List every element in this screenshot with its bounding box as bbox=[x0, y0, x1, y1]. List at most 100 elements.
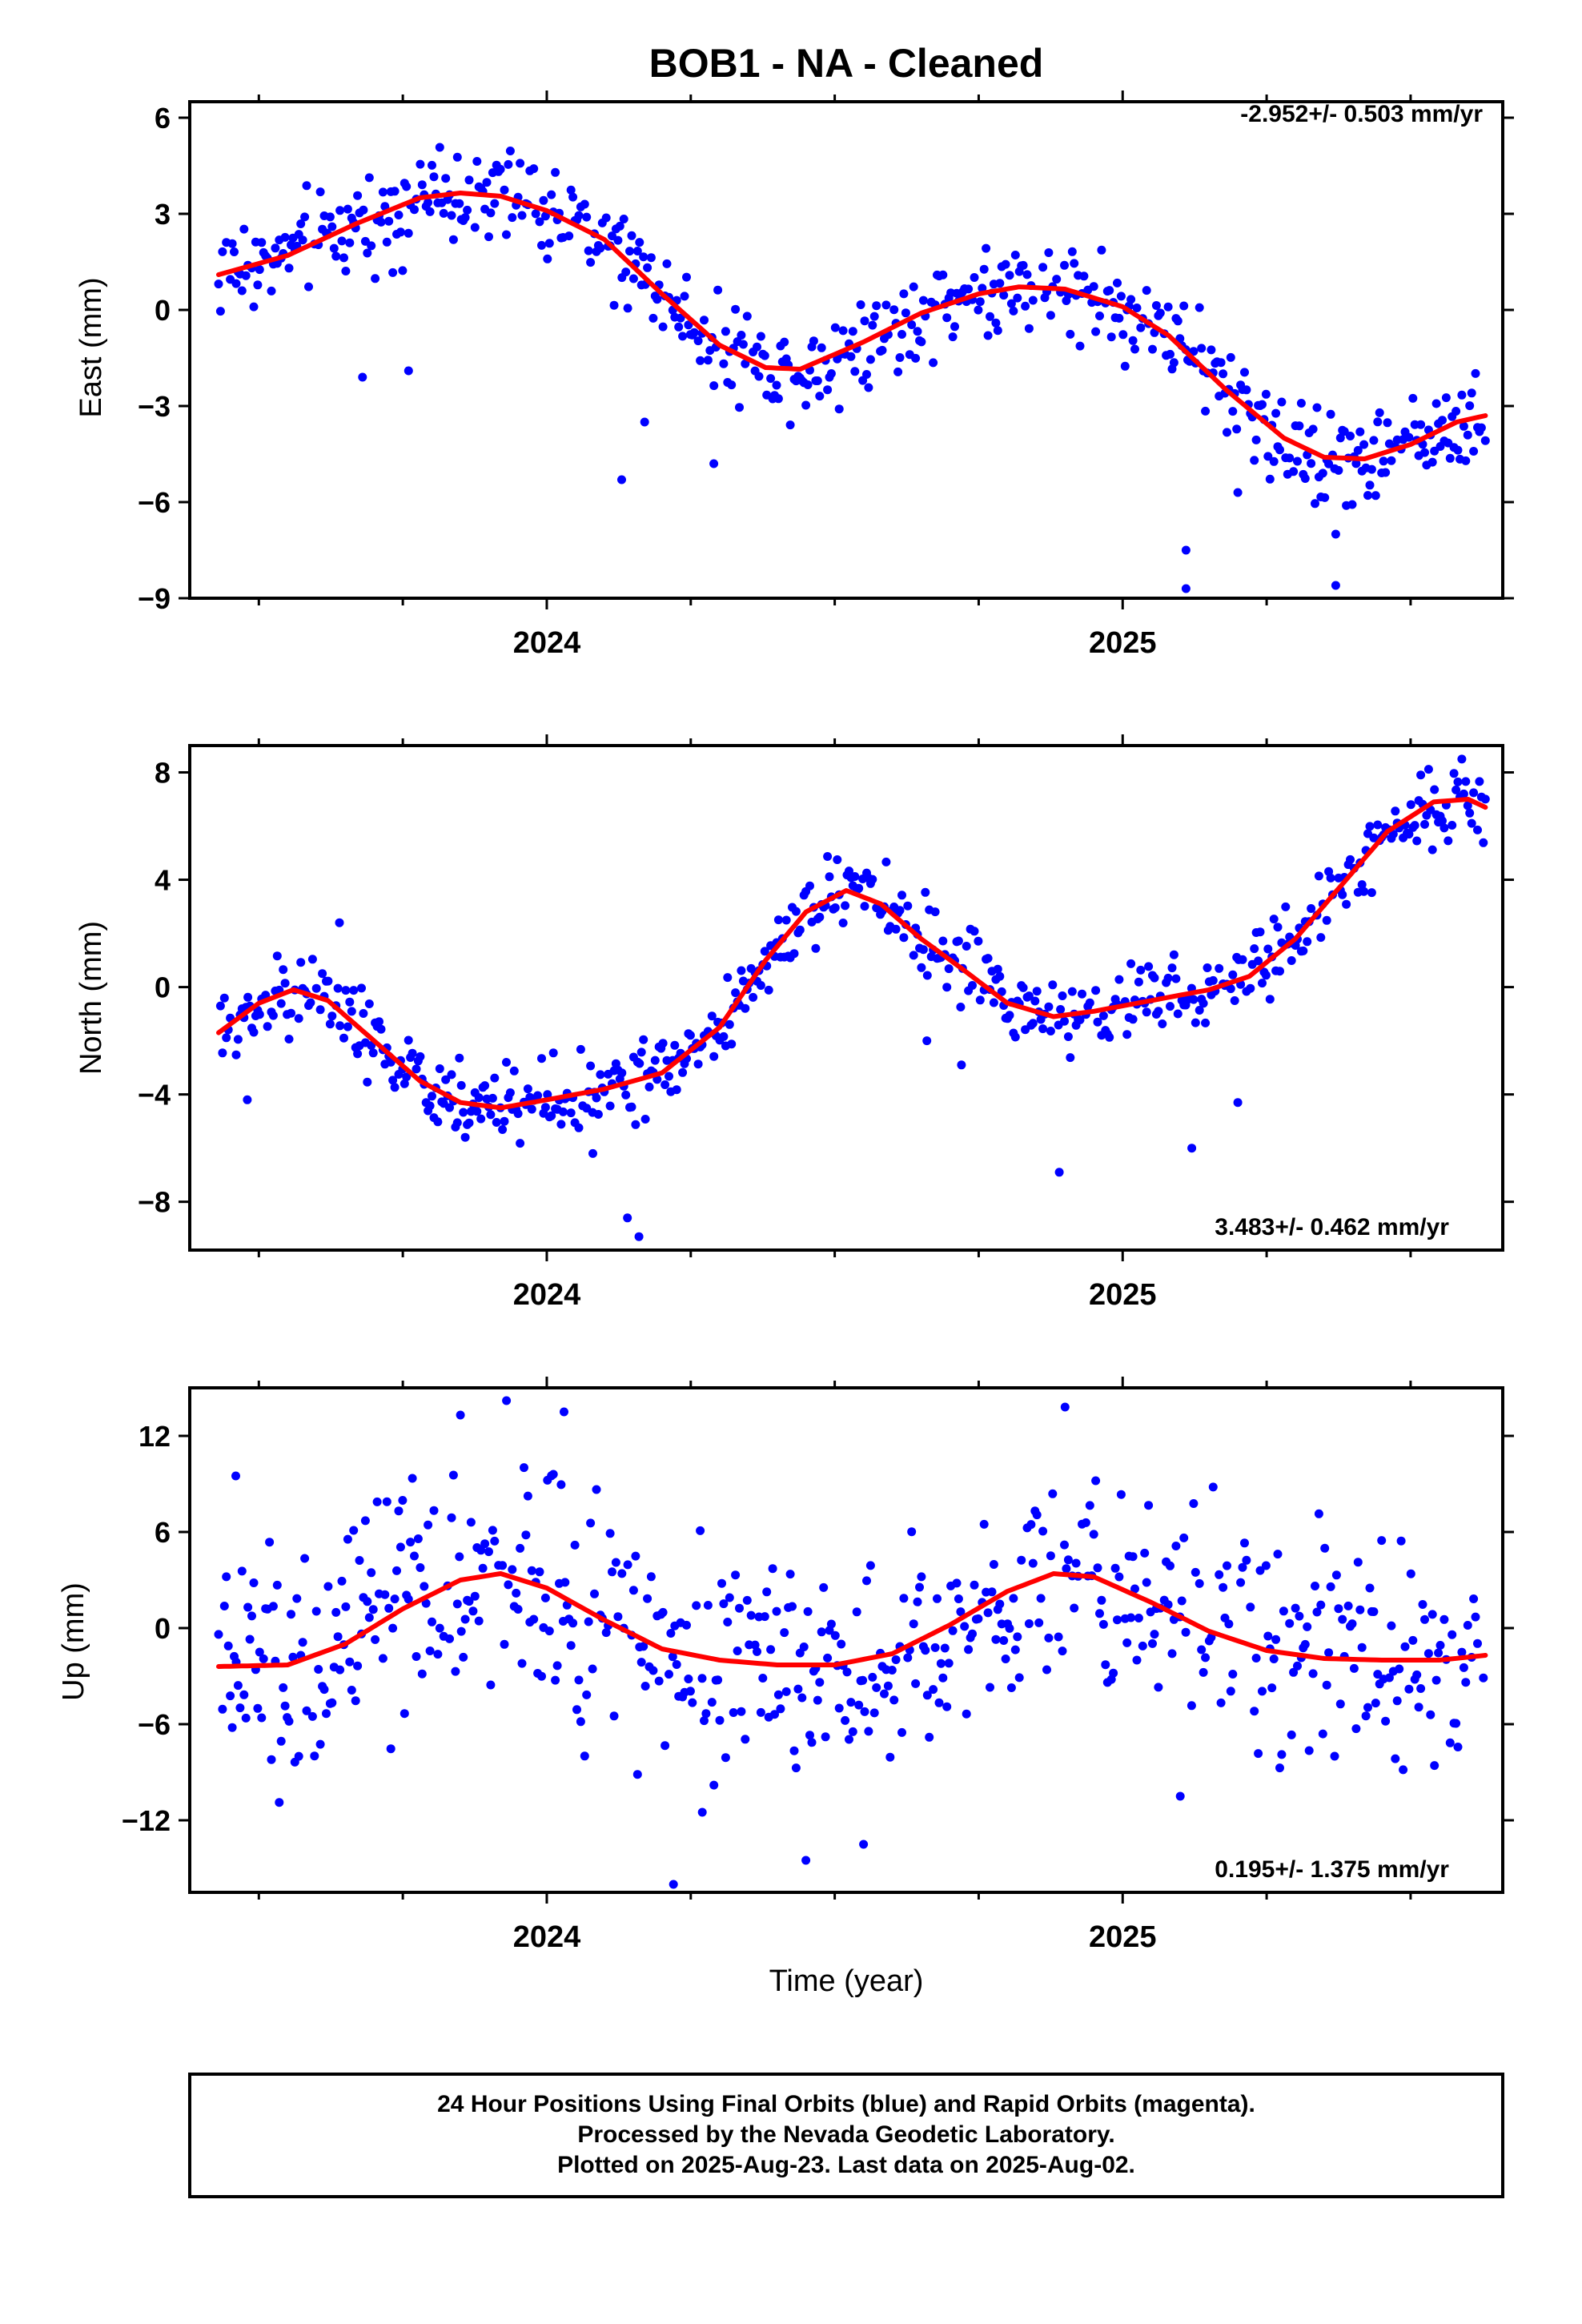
data-point bbox=[508, 1565, 517, 1574]
data-point bbox=[1144, 1501, 1154, 1510]
data-point bbox=[1338, 1614, 1347, 1624]
data-point bbox=[1066, 1053, 1075, 1063]
data-point bbox=[498, 1125, 508, 1134]
data-point bbox=[795, 925, 805, 935]
data-point bbox=[632, 1770, 642, 1779]
data-point bbox=[1034, 1618, 1044, 1627]
data-point bbox=[801, 400, 811, 410]
panel-east: East (mm) 6 3 0 −3 −6 −9 2024 2025 -2.95… bbox=[74, 90, 1514, 660]
data-point bbox=[1371, 491, 1380, 501]
data-point bbox=[930, 1642, 940, 1652]
data-point bbox=[227, 1723, 237, 1732]
data-point bbox=[1010, 1645, 1020, 1655]
data-point bbox=[1207, 345, 1216, 355]
data-point bbox=[921, 1646, 930, 1655]
data-point bbox=[1208, 975, 1218, 985]
data-point bbox=[646, 1572, 656, 1582]
data-point bbox=[1098, 1011, 1108, 1020]
data-point bbox=[307, 1711, 317, 1721]
data-point bbox=[1384, 1673, 1394, 1683]
data-point bbox=[516, 159, 525, 168]
data-point bbox=[1142, 1007, 1151, 1017]
data-point bbox=[268, 1602, 278, 1611]
data-point bbox=[367, 1568, 376, 1578]
data-point bbox=[989, 1560, 998, 1569]
data-point bbox=[1316, 1600, 1326, 1610]
data-point bbox=[1056, 1005, 1066, 1014]
data-point bbox=[488, 1526, 497, 1535]
data-point bbox=[413, 1534, 423, 1543]
data-point bbox=[547, 1111, 556, 1120]
data-point bbox=[364, 173, 374, 183]
data-point bbox=[552, 1661, 562, 1671]
data-point bbox=[1369, 436, 1379, 445]
data-point bbox=[1148, 1638, 1157, 1648]
data-point bbox=[580, 1751, 589, 1761]
data-point bbox=[1420, 448, 1429, 457]
data-point bbox=[700, 316, 709, 325]
data-point bbox=[1228, 970, 1238, 979]
data-point bbox=[1048, 1489, 1058, 1498]
data-point bbox=[516, 1543, 525, 1553]
data-point bbox=[697, 1674, 707, 1683]
data-point bbox=[670, 1040, 680, 1050]
data-point bbox=[243, 992, 253, 1002]
data-point bbox=[523, 1491, 532, 1501]
data-point bbox=[1277, 1750, 1287, 1759]
data-point bbox=[265, 1538, 275, 1547]
data-point bbox=[707, 1698, 717, 1707]
data-point bbox=[1258, 979, 1267, 988]
data-point bbox=[424, 1520, 433, 1530]
data-point bbox=[359, 205, 368, 215]
data-point bbox=[1036, 1594, 1046, 1603]
data-point bbox=[327, 1011, 337, 1021]
data-point bbox=[280, 979, 290, 988]
data-point bbox=[944, 964, 954, 974]
data-point bbox=[729, 1708, 738, 1717]
data-point bbox=[1113, 278, 1122, 287]
data-point bbox=[345, 997, 355, 1007]
data-point bbox=[1199, 999, 1208, 1008]
data-point bbox=[742, 1595, 752, 1605]
data-point bbox=[268, 1011, 278, 1020]
data-point bbox=[394, 211, 404, 219]
data-point bbox=[1238, 955, 1247, 964]
data-point bbox=[815, 912, 825, 922]
data-point bbox=[1215, 1570, 1224, 1579]
data-point-outlier bbox=[456, 1410, 465, 1420]
data-point bbox=[345, 1657, 355, 1667]
data-point bbox=[547, 190, 556, 199]
data-point bbox=[983, 331, 993, 340]
data-point bbox=[482, 178, 492, 187]
data-point bbox=[952, 1578, 962, 1588]
data-point bbox=[917, 1572, 926, 1582]
data-point bbox=[353, 1049, 363, 1059]
data-point bbox=[1320, 1543, 1330, 1553]
data-point bbox=[1387, 456, 1396, 465]
data-point bbox=[872, 301, 881, 311]
data-point bbox=[1461, 777, 1471, 786]
data-point bbox=[1240, 368, 1249, 377]
data-point bbox=[230, 247, 239, 256]
data-point bbox=[821, 1732, 830, 1742]
data-point bbox=[1308, 424, 1318, 434]
data-point bbox=[1254, 956, 1263, 966]
data-point bbox=[1021, 301, 1030, 311]
data-point bbox=[327, 222, 337, 231]
data-point bbox=[956, 1003, 966, 1011]
data-point bbox=[773, 394, 783, 404]
data-point bbox=[635, 238, 644, 247]
data-point bbox=[1017, 1555, 1026, 1565]
data-point bbox=[580, 199, 589, 209]
data-point bbox=[568, 192, 578, 202]
data-point bbox=[275, 1798, 284, 1807]
data-point bbox=[986, 312, 994, 321]
data-point bbox=[770, 1710, 779, 1719]
data-point bbox=[826, 1619, 836, 1629]
data-point bbox=[737, 966, 746, 975]
data-point bbox=[1067, 247, 1077, 256]
data-point bbox=[689, 328, 699, 337]
data-point bbox=[505, 147, 515, 155]
data-point bbox=[1122, 1030, 1132, 1039]
data-point bbox=[895, 353, 905, 362]
